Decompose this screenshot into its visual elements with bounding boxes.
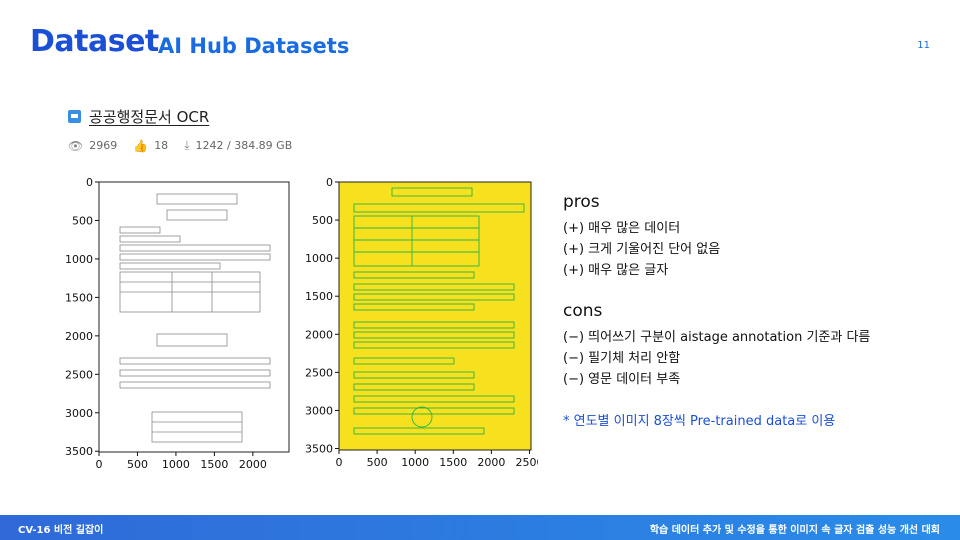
y-tick-label: 2000 (305, 328, 333, 341)
x-tick-label: 2500 (515, 456, 538, 469)
x-tick-label: 500 (127, 458, 148, 470)
document-scan-gray (119, 193, 271, 443)
y-tick-label: 3500 (65, 445, 93, 458)
y-tick-label: 0 (326, 176, 333, 189)
thumbs-up-icon: 👍 (133, 138, 149, 153)
team-name: CV-16 비전 길잡이 (18, 525, 104, 536)
page-title: Dataset (30, 24, 159, 59)
y-tick-label: 0 (86, 176, 93, 189)
footer-bar: CV-16 비전 길잡이 학습 데이터 추가 및 수정을 통한 이미지 속 글자… (0, 515, 960, 540)
dataset-link[interactable]: 공공행정문서 OCR (89, 108, 210, 126)
x-tick-label: 2000 (239, 458, 267, 470)
page-subtitle: AI Hub Datasets (158, 34, 350, 58)
dataset-stats: 👁 2969 👍 18 ⤓ 1242 / 384.89 GB (68, 138, 308, 153)
competition-title: 학습 데이터 추가 및 수정을 통한 이미지 속 글자 검출 성능 개선 대회 (649, 525, 940, 536)
cons-heading: cons (563, 301, 603, 321)
x-tick-label: 500 (367, 456, 388, 469)
x-tick-label: 1000 (162, 458, 190, 470)
dataset-header: 공공행정문서 OCR (68, 106, 209, 127)
y-tick-label: 1000 (305, 252, 333, 265)
x-tick-label: 1500 (200, 458, 228, 470)
cons-item: (−) 필기체 처리 안함 (563, 351, 681, 366)
y-tick-label: 2500 (65, 368, 93, 381)
y-tick-label: 3500 (305, 442, 333, 455)
y-tick-label: 500 (312, 214, 333, 227)
x-tick-label: 0 (336, 456, 343, 469)
y-tick-label: 3000 (65, 407, 93, 420)
x-tick-label: 0 (96, 458, 103, 470)
eye-icon: 👁 (68, 138, 84, 153)
pros-cons-panel: pros (+) 매우 많은 데이터 (+) 크게 기울어진 단어 없음 (+)… (563, 192, 870, 429)
page-number: 11 (917, 40, 930, 51)
y-tick-label: 1500 (65, 291, 93, 304)
y-tick-label: 1500 (305, 290, 333, 303)
pros-item: (+) 크게 기울어진 단어 없음 (563, 242, 721, 257)
views-count: 2969 (89, 139, 118, 152)
cons-item: (−) 영문 데이터 부족 (563, 372, 681, 387)
cons-item: (−) 띄어쓰기 구분이 aistage annotation 기준과 다름 (563, 330, 871, 345)
document-scan-yellow (353, 187, 525, 435)
x-tick-label: 2000 (477, 456, 505, 469)
y-tick-label: 1000 (65, 253, 93, 266)
likes-count: 18 (154, 139, 169, 152)
y-tick-label: 500 (72, 214, 93, 227)
pros-item: (+) 매우 많은 데이터 (563, 221, 681, 236)
dataset-icon (68, 110, 81, 123)
left-document-plot: 0 500 1000 1500 2000 2500 3000 3500 0 500 1000 1500… (62, 172, 294, 470)
pretrained-note: * 연도별 이미지 8장씩 Pre-trained data로 이용 (563, 414, 836, 429)
right-document-plot: 0 500 1000 1500 2000 2500 3000 3500 0 500 1000 1500… (302, 172, 538, 470)
download-icon: ⤓ (184, 138, 190, 152)
pros-item: (+) 매우 많은 글자 (563, 263, 669, 278)
downloads-count: 1242 / 384.89 GB (195, 139, 293, 152)
y-tick-label: 2000 (65, 330, 93, 343)
y-tick-label: 2500 (305, 366, 333, 379)
pros-heading: pros (563, 192, 600, 212)
x-tick-label: 1000 (401, 456, 429, 469)
x-tick-label: 1500 (439, 456, 467, 469)
y-tick-label: 3000 (305, 404, 333, 417)
